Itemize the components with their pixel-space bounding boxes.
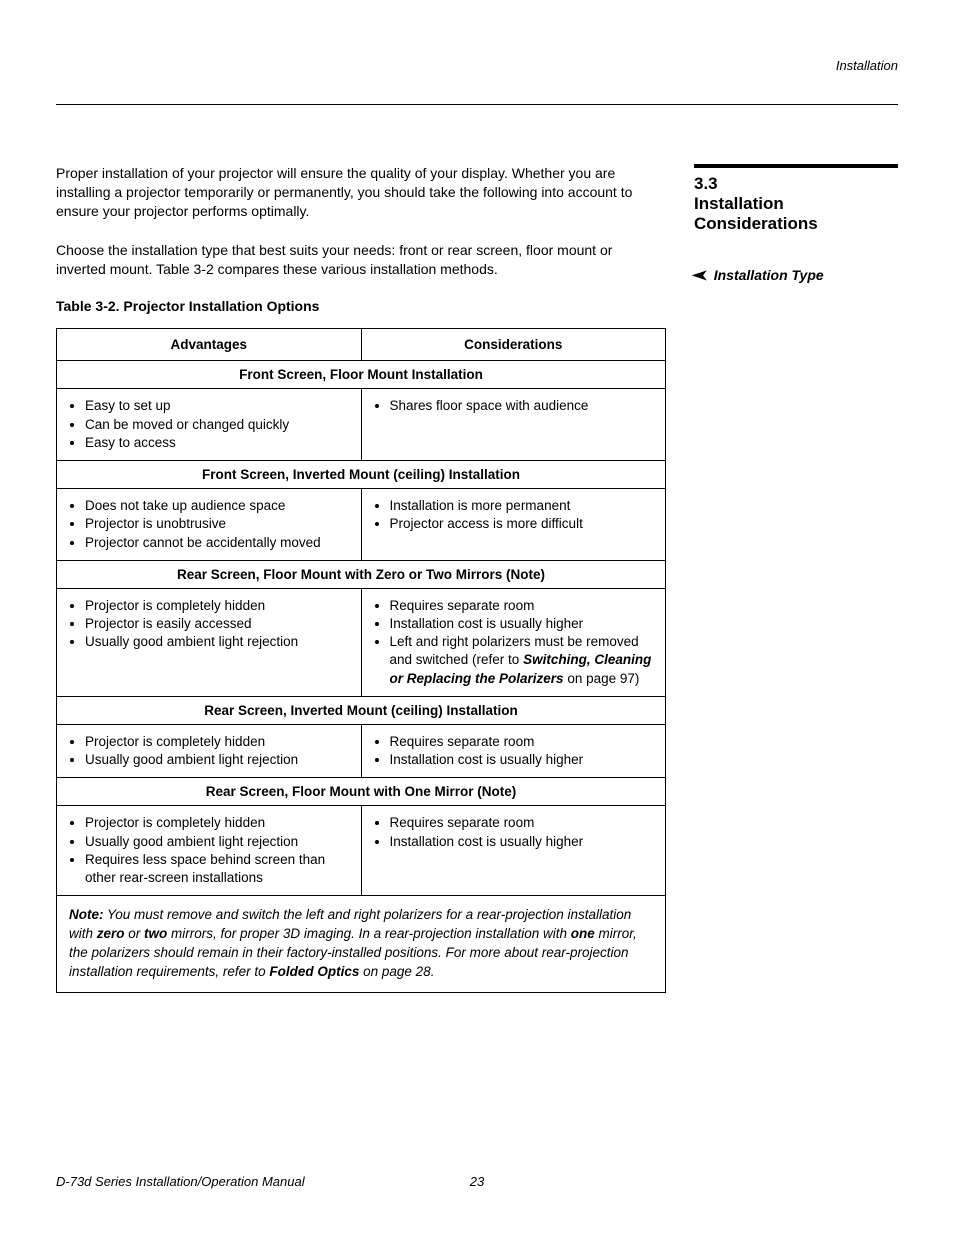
table-cell-advantages: Does not take up audience space Projecto…	[57, 489, 362, 561]
sidebar-section-number: 3.3	[694, 174, 898, 194]
list-item: Does not take up audience space	[85, 497, 351, 515]
table-cell-advantages: Projector is completely hidden Projector…	[57, 588, 362, 696]
table-cell-considerations: Requires separate room Installation cost…	[361, 724, 666, 777]
header-rule	[56, 104, 898, 105]
table-section-title: Rear Screen, Floor Mount with Zero or Tw…	[57, 560, 666, 588]
list-item: Usually good ambient light rejection	[85, 633, 351, 651]
table-cell-advantages: Easy to set up Can be moved or changed q…	[57, 389, 362, 461]
list-item: Usually good ambient light rejection	[85, 833, 351, 851]
footer-page-number: 23	[470, 1174, 484, 1189]
footer-title: D-73d Series Installation/Operation Manu…	[56, 1174, 305, 1189]
table-cell-advantages: Projector is completely hidden Usually g…	[57, 806, 362, 896]
table-header-considerations: Considerations	[361, 329, 666, 361]
list-item: Usually good ambient light rejection	[85, 751, 351, 769]
list-item: Projector cannot be accidentally moved	[85, 534, 351, 552]
table-section-title: Rear Screen, Inverted Mount (ceiling) In…	[57, 696, 666, 724]
list-item: Projector is completely hidden	[85, 597, 351, 615]
table-cell-advantages: Projector is completely hidden Usually g…	[57, 724, 362, 777]
installation-options-table: Advantages Considerations Front Screen, …	[56, 328, 666, 992]
list-item: Shares floor space with audience	[390, 397, 656, 415]
table-caption: Table 3-2. Projector Installation Option…	[56, 298, 666, 314]
list-item: Requires separate room	[390, 597, 656, 615]
list-item: Left and right polarizers must be remove…	[390, 633, 656, 688]
list-item: Easy to set up	[85, 397, 351, 415]
list-item: Installation is more permanent	[390, 497, 656, 515]
intro-paragraph-1: Proper installation of your projector wi…	[56, 164, 666, 221]
list-item: Projector is completely hidden	[85, 733, 351, 751]
page-footer: D-73d Series Installation/Operation Manu…	[56, 1174, 898, 1189]
table-section-title: Rear Screen, Floor Mount with One Mirror…	[57, 778, 666, 806]
list-item: Installation cost is usually higher	[390, 833, 656, 851]
sidebar-subheading: ➤ Installation Type	[694, 267, 898, 284]
table-cell-considerations: Requires separate room Installation cost…	[361, 588, 666, 696]
table-section-title: Front Screen, Inverted Mount (ceiling) I…	[57, 461, 666, 489]
table-cell-considerations: Installation is more permanent Projector…	[361, 489, 666, 561]
sidebar-column: 3.3 Installation Considerations ➤ Instal…	[694, 164, 898, 993]
sidebar-section-title-line2: Considerations	[694, 214, 898, 234]
sidebar-heading: 3.3 Installation Considerations	[694, 164, 898, 235]
table-header-advantages: Advantages	[57, 329, 362, 361]
arrow-left-icon: ➤	[692, 267, 708, 284]
list-item: Projector access is more difficult	[390, 515, 656, 533]
list-item: Requires separate room	[390, 733, 656, 751]
table-cell-considerations: Requires separate room Installation cost…	[361, 806, 666, 896]
sidebar-subheading-label: Installation Type	[714, 267, 824, 283]
table-note: Note: You must remove and switch the lef…	[57, 896, 666, 993]
list-item: Installation cost is usually higher	[390, 615, 656, 633]
main-column: Proper installation of your projector wi…	[56, 164, 666, 993]
list-item: Can be moved or changed quickly	[85, 416, 351, 434]
list-item: Requires separate room	[390, 814, 656, 832]
list-item: Projector is unobtrusive	[85, 515, 351, 533]
list-item: Easy to access	[85, 434, 351, 452]
list-item: Projector is completely hidden	[85, 814, 351, 832]
list-item: Installation cost is usually higher	[390, 751, 656, 769]
table-cell-considerations: Shares floor space with audience	[361, 389, 666, 461]
intro-paragraph-2: Choose the installation type that best s…	[56, 241, 666, 279]
sidebar-section-title-line1: Installation	[694, 194, 898, 214]
header-section-label: Installation	[836, 58, 898, 73]
list-item: Requires less space behind screen than o…	[85, 851, 351, 887]
table-section-title: Front Screen, Floor Mount Installation	[57, 361, 666, 389]
list-item: Projector is easily accessed	[85, 615, 351, 633]
